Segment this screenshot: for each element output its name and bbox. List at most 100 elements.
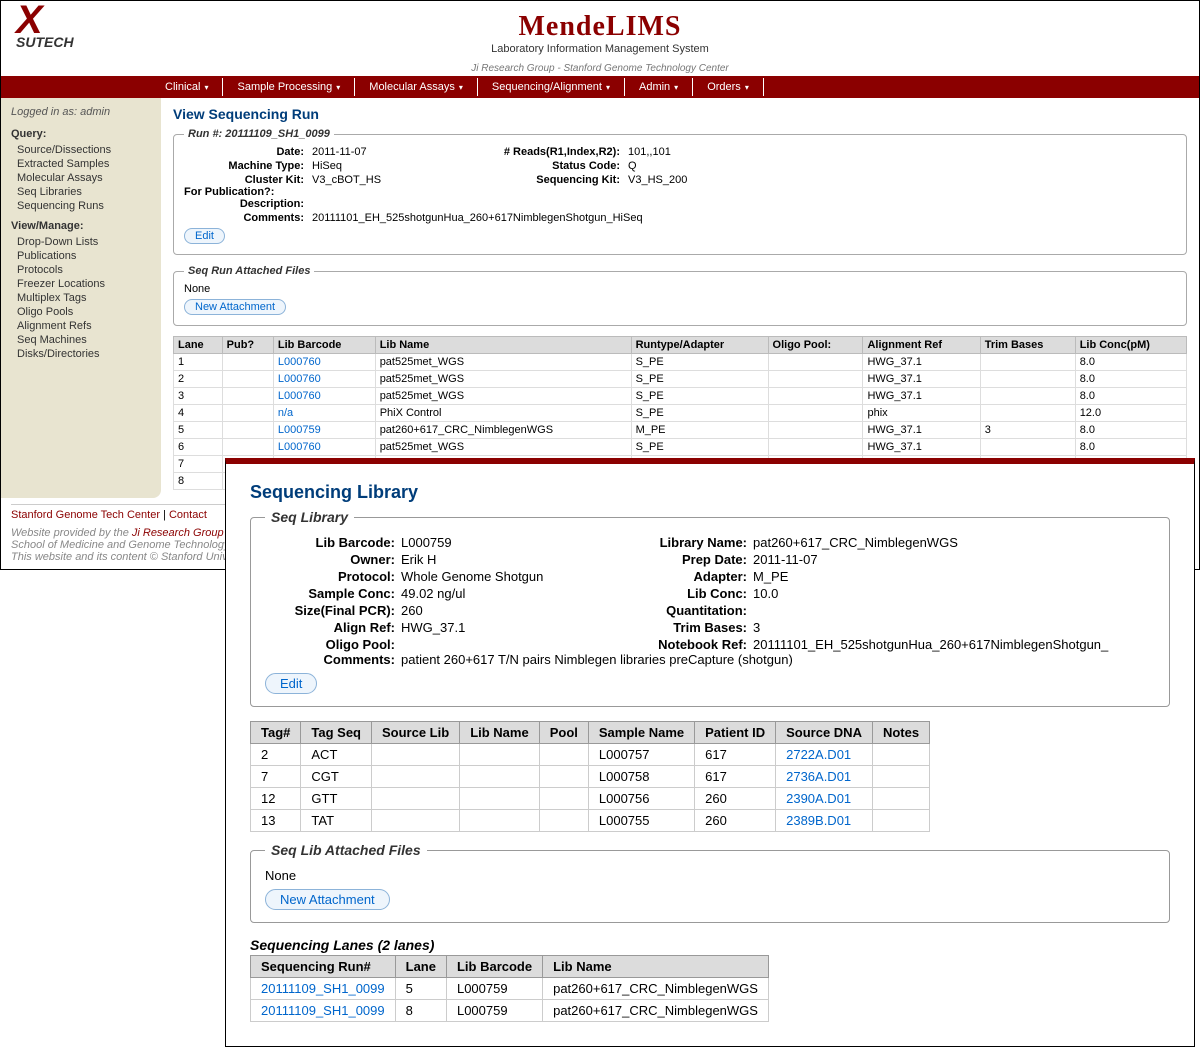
edit-run-button[interactable]: Edit	[184, 228, 225, 244]
chevron-down-icon: ▾	[459, 83, 463, 92]
lbl-machine: Machine Type:	[184, 160, 304, 172]
sidebar-manage-alignment-refs[interactable]: Alignment Refs	[17, 320, 151, 332]
chevron-down-icon: ▾	[674, 83, 678, 92]
edit-lib-button[interactable]: Edit	[265, 673, 317, 694]
lbl-desc: Description:	[184, 198, 304, 210]
sidebar-manage-drop-down-lists[interactable]: Drop-Down Lists	[17, 236, 151, 248]
seq-run-link[interactable]: 20111109_SH1_0099	[251, 1000, 396, 1022]
lane2-row: 20111109_SH1_00995L000759pat260+617_CRC_…	[251, 978, 769, 1000]
lbl-comm2: Comments:	[265, 652, 395, 667]
source-dna-link[interactable]: 2390A.D01	[776, 788, 873, 810]
lane-col: Alignment Ref	[863, 337, 980, 354]
login-status: Logged in as: admin	[11, 106, 151, 118]
tag-col: Pool	[539, 722, 588, 744]
lbl-status: Status Code:	[480, 160, 620, 172]
source-dna-link[interactable]: 2722A.D01	[776, 744, 873, 766]
lbl-seqkit: Sequencing Kit:	[480, 174, 620, 186]
val-libname: pat260+617_CRC_NimblegenWGS	[753, 535, 1155, 550]
val-nb: 20111101_EH_525shotgunHua_260+617Nimbleg…	[753, 637, 1155, 652]
seq-run-link[interactable]: 20111109_SH1_0099	[251, 978, 396, 1000]
sidebar-query-seq-libraries[interactable]: Seq Libraries	[17, 186, 151, 198]
nav-sample-processing[interactable]: Sample Processing▾	[223, 78, 355, 96]
nav-clinical[interactable]: Clinical▾	[151, 78, 223, 96]
sidebar-manage-disks-directories[interactable]: Disks/Directories	[17, 348, 151, 360]
val-size: 260	[401, 603, 601, 618]
nav-molecular-assays[interactable]: Molecular Assays▾	[355, 78, 478, 96]
source-dna-link[interactable]: 2736A.D01	[776, 766, 873, 788]
tag-col: Tag Seq	[301, 722, 372, 744]
sidebar-manage-freezer-locations[interactable]: Freezer Locations	[17, 278, 151, 290]
page-title: View Sequencing Run	[173, 106, 1187, 122]
lbl-size: Size(Final PCR):	[265, 603, 395, 618]
lbl-trim: Trim Bases:	[607, 620, 747, 635]
new-attachment-button[interactable]: New Attachment	[184, 299, 286, 315]
chevron-down-icon: ▾	[745, 83, 749, 92]
new-libattach-button[interactable]: New Attachment	[265, 889, 390, 910]
run-legend: Run #: 20111109_SH1_0099	[184, 128, 334, 140]
sidebar-query-extracted-samples[interactable]: Extracted Samples	[17, 158, 151, 170]
lane-col: Trim Bases	[980, 337, 1075, 354]
lbl-owner: Owner:	[265, 552, 395, 567]
val-status: Q	[628, 160, 828, 172]
run-fieldset: Run #: 20111109_SH1_0099 Date: 2011-11-07…	[173, 128, 1187, 255]
source-dna-link[interactable]: 2389B.D01	[776, 810, 873, 832]
library-panel: Sequencing Library Seq Library Lib Barco…	[225, 458, 1195, 1047]
lib-barcode-link[interactable]: L000760	[273, 388, 375, 405]
lib-barcode-link[interactable]: L000760	[273, 439, 375, 456]
val-lconc: 10.0	[753, 586, 1155, 601]
lbl-prep: Prep Date:	[607, 552, 747, 567]
sidebar-query-sequencing-runs[interactable]: Sequencing Runs	[17, 200, 151, 212]
lane-col: Lib Barcode	[273, 337, 375, 354]
sidebar-query-molecular-assays[interactable]: Molecular Assays	[17, 172, 151, 184]
lane2-col: Sequencing Run#	[251, 956, 396, 978]
val-machine: HiSeq	[312, 160, 472, 172]
lbl-lconc: Lib Conc:	[607, 586, 747, 601]
nav-sequencing-alignment[interactable]: Sequencing/Alignment▾	[478, 78, 625, 96]
logo-x-icon: X	[16, 6, 116, 34]
footer-provided: Website provided by the	[11, 527, 132, 539]
footer-link-contact[interactable]: Contact	[169, 509, 207, 521]
sidebar-manage-publications[interactable]: Publications	[17, 250, 151, 262]
lane-row: 5L000759pat260+617_CRC_NimblegenWGSM_PEH…	[174, 422, 1187, 439]
tag-col: Notes	[872, 722, 929, 744]
chevron-down-icon: ▾	[606, 83, 610, 92]
lib-barcode-link[interactable]: L000760	[273, 371, 375, 388]
tag-col: Sample Name	[588, 722, 694, 744]
nav-orders[interactable]: Orders▾	[693, 78, 764, 96]
app-subtitle: Laboratory Information Management System	[1, 43, 1199, 55]
logo-text: SUTECH	[16, 34, 116, 50]
footer-link-group[interactable]: Ji Research Group	[132, 527, 224, 539]
lane2-col: Lib Name	[543, 956, 769, 978]
lbl-date: Date:	[184, 146, 304, 158]
tag-row: 13TATL0007552602389B.D01	[251, 810, 930, 832]
lbl-adapter: Adapter:	[607, 569, 747, 584]
lane2-col: Lib Barcode	[446, 956, 542, 978]
val-proto: Whole Genome Shotgun	[401, 569, 601, 584]
sidebar-manage-oligo-pools[interactable]: Oligo Pools	[17, 306, 151, 318]
library-title: Sequencing Library	[250, 482, 1170, 503]
sidebar-manage-seq-machines[interactable]: Seq Machines	[17, 334, 151, 346]
tag-col: Lib Name	[460, 722, 540, 744]
lbl-barcode: Lib Barcode:	[265, 535, 395, 550]
lib-barcode-link[interactable]: n/a	[273, 405, 375, 422]
lib-barcode-link[interactable]: L000760	[273, 354, 375, 371]
libattach-legend: Seq Lib Attached Files	[265, 842, 427, 858]
libattach-fieldset: Seq Lib Attached Files None New Attachme…	[250, 842, 1170, 923]
lane-col: Lib Conc(pM)	[1075, 337, 1186, 354]
libattach-none: None	[265, 868, 1155, 883]
val-prep: 2011-11-07	[753, 552, 1155, 567]
lib-barcode-link[interactable]: L000759	[273, 422, 375, 439]
sidebar-query-source-dissections[interactable]: Source/Dissections	[17, 144, 151, 156]
lane-row: 4n/aPhiX ControlS_PEphix12.0	[174, 405, 1187, 422]
lane-col: Pub?	[222, 337, 273, 354]
val-trim: 3	[753, 620, 1155, 635]
val-comm: 20111101_EH_525shotgunHua_260+617Nimbleg…	[312, 212, 828, 224]
val-comm2: patient 260+617 T/N pairs Nimblegen libr…	[401, 652, 1155, 667]
sidebar-manage-protocols[interactable]: Protocols	[17, 264, 151, 276]
lbl-quant: Quantitation:	[607, 603, 747, 618]
footer-link-center[interactable]: Stanford Genome Tech Center	[11, 509, 160, 521]
nav-admin[interactable]: Admin▾	[625, 78, 693, 96]
tag-row: 12GTTL0007562602390A.D01	[251, 788, 930, 810]
sidebar-manage-multiplex-tags[interactable]: Multiplex Tags	[17, 292, 151, 304]
val-date: 2011-11-07	[312, 146, 472, 158]
